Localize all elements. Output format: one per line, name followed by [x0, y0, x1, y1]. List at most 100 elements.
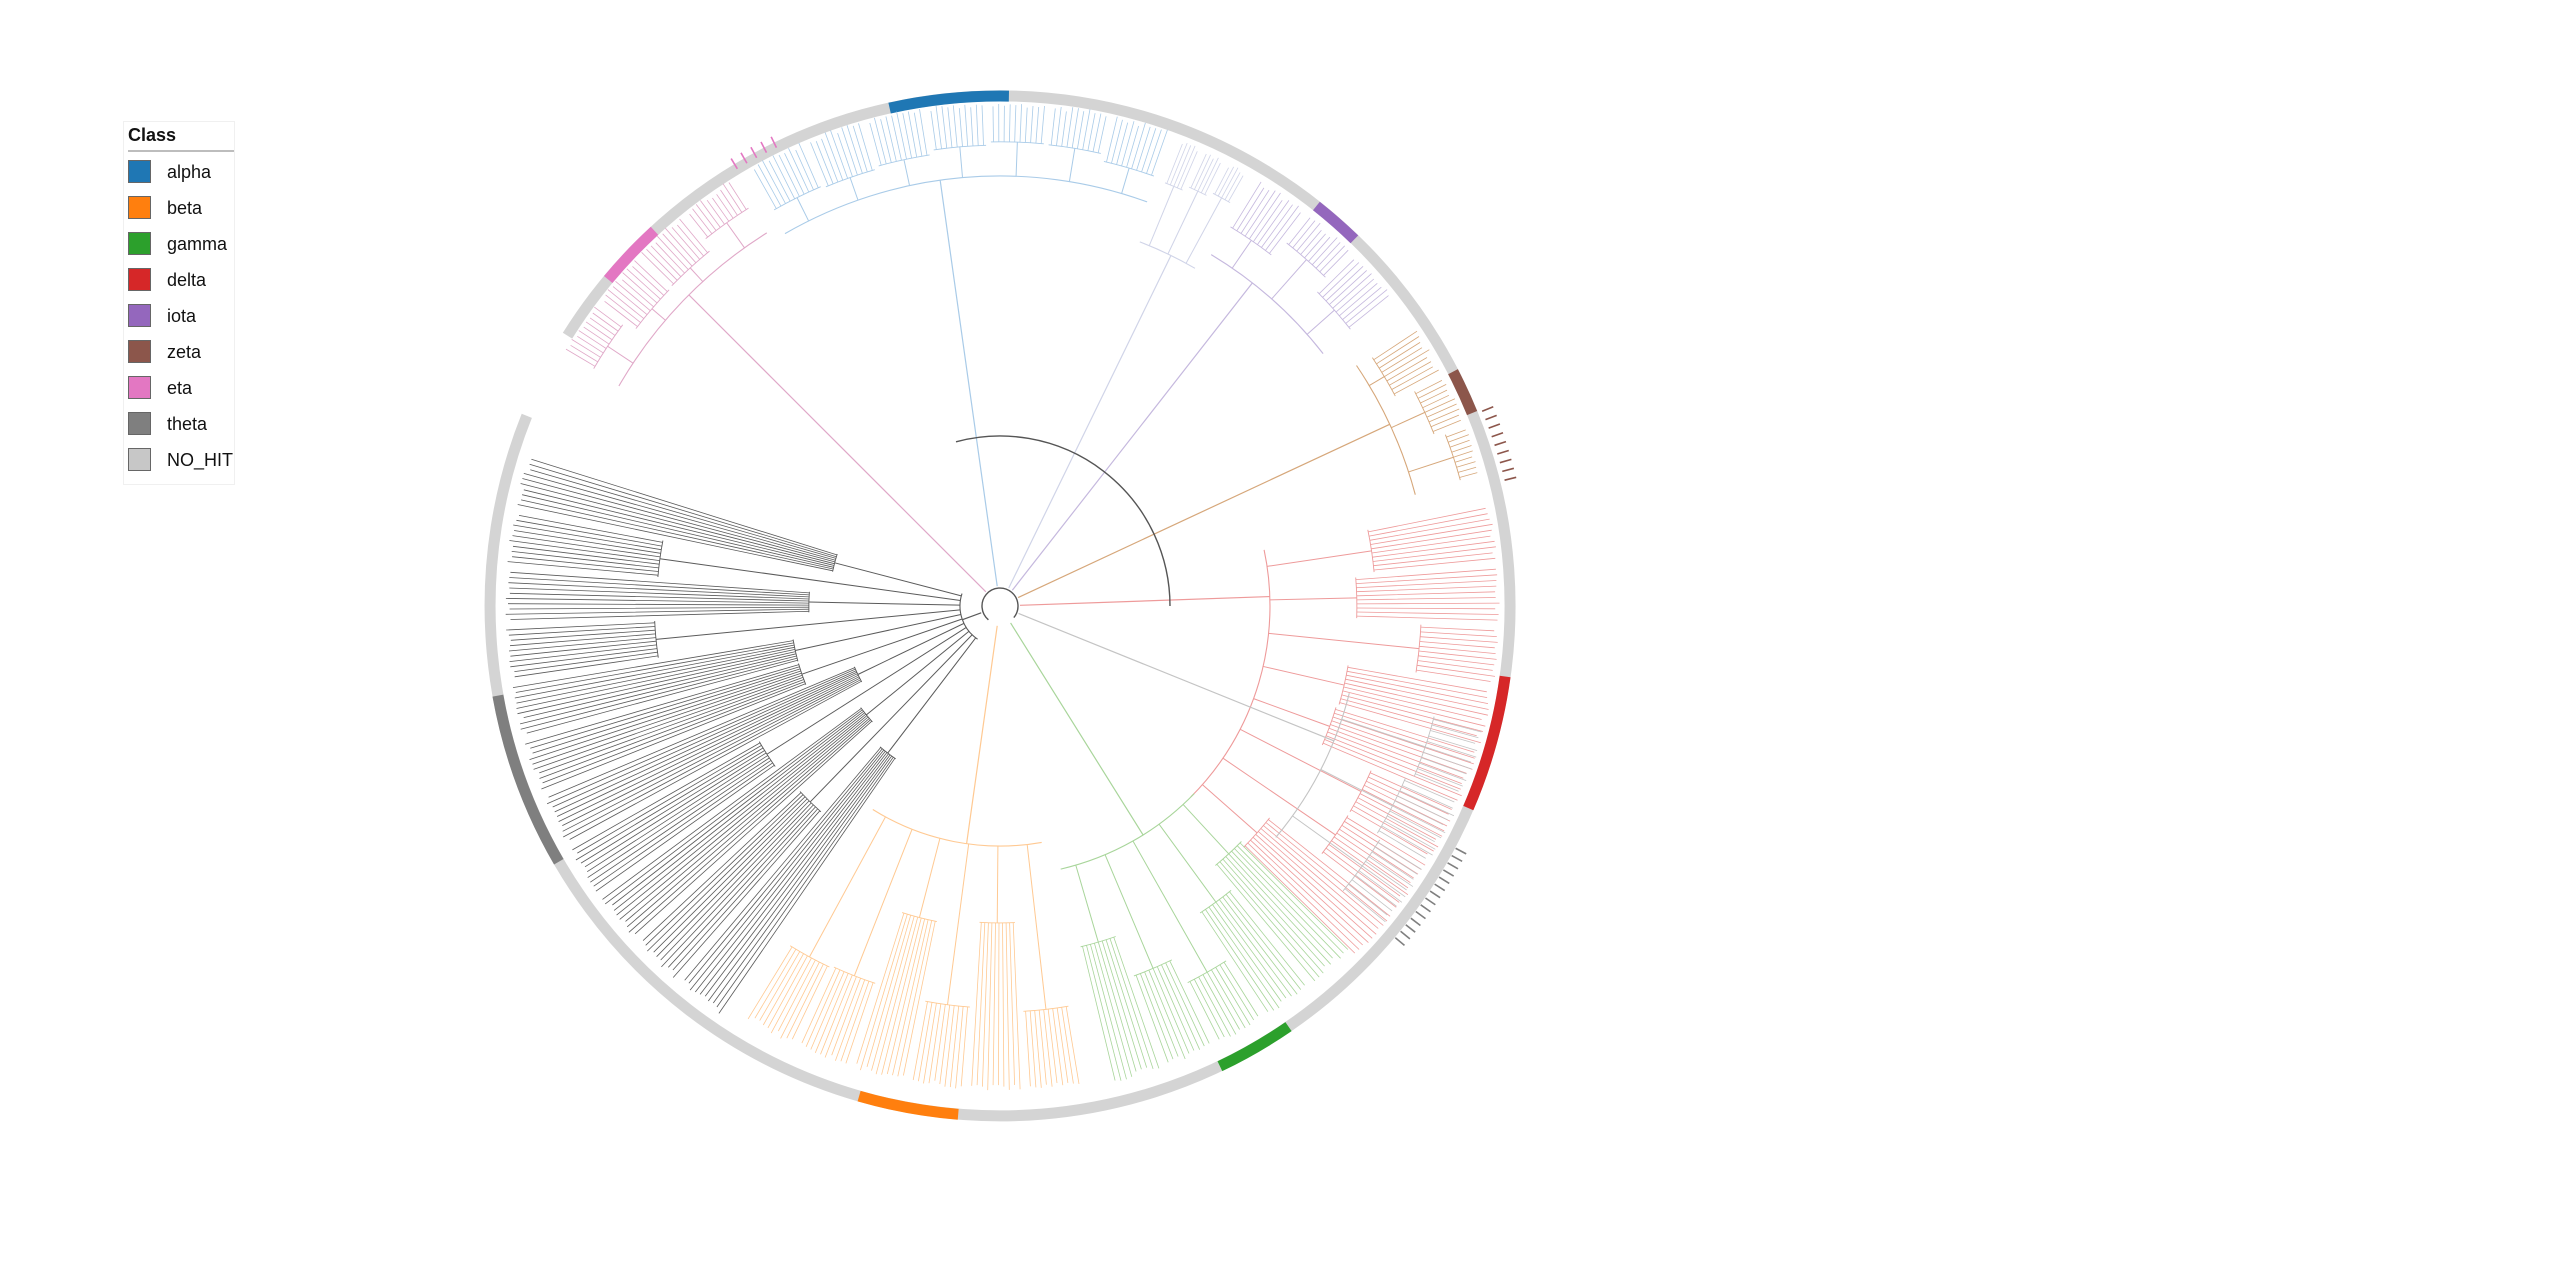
- internal-arc: [955, 435, 1171, 607]
- leaf-branch: [821, 138, 839, 183]
- leaf-branch: [532, 672, 802, 765]
- leaf-branch: [1206, 972, 1240, 1030]
- leaf-branch: [1166, 143, 1183, 184]
- subclade-arc: [808, 591, 810, 613]
- leaf-branch: [903, 921, 936, 1076]
- hit-tick-zeta: [1491, 432, 1504, 438]
- leaf-branch: [1077, 111, 1085, 149]
- leaf-branch: [923, 1003, 937, 1084]
- legend-swatch-beta: [128, 196, 151, 219]
- subclade-arc: [1414, 391, 1435, 435]
- leaf-branch: [509, 587, 810, 600]
- subclade-arc: [878, 154, 930, 167]
- leaf-branch: [1231, 850, 1333, 959]
- leaf-branch: [1005, 922, 1010, 1090]
- subclade-branch: [726, 222, 745, 249]
- subclade-arc: [1372, 357, 1396, 397]
- leaf-branch: [1372, 546, 1496, 562]
- leaf-branch: [716, 756, 894, 1008]
- leaf-branch: [1404, 780, 1455, 803]
- leaf-branch: [1394, 369, 1439, 395]
- leaf-branch: [1222, 896, 1298, 995]
- leaf-branch: [1092, 113, 1102, 152]
- subclade-arc: [1317, 291, 1351, 330]
- leaf-branch: [1043, 1009, 1053, 1087]
- leaf-branch: [1378, 830, 1426, 859]
- subclade-arc: [979, 921, 1015, 924]
- leaf-branch: [835, 979, 866, 1061]
- leaf-branch: [662, 233, 693, 267]
- leaf-branch: [1457, 466, 1477, 473]
- leaf-branch: [881, 917, 922, 1075]
- subclade-branch: [651, 308, 666, 321]
- leaf-branch: [1190, 153, 1207, 189]
- legend-item-gamma: gamma: [128, 231, 236, 257]
- leaf-branch: [1329, 270, 1367, 305]
- leaf-branch: [1035, 106, 1040, 144]
- leaf-branch: [590, 760, 772, 883]
- leaf-branch: [934, 1004, 946, 1081]
- subclade-branch: [607, 345, 634, 364]
- leaf-branch: [759, 951, 801, 1021]
- subclade-branch: [809, 634, 973, 803]
- leaf-branch: [1335, 709, 1475, 753]
- clade-gamma-7: [1010, 622, 1349, 1081]
- leaf-branch: [523, 489, 835, 566]
- subclade-arc: [1188, 186, 1207, 196]
- leaf-branch: [532, 668, 801, 754]
- leaf-branch: [692, 208, 713, 234]
- leaf-branch: [1339, 702, 1481, 744]
- leaf-branch: [517, 651, 796, 715]
- subclade-arc: [860, 707, 873, 723]
- leaf-branch: [1066, 107, 1074, 148]
- leaf-branch: [628, 719, 871, 933]
- subclade-branch: [808, 601, 961, 606]
- leaf-branch: [913, 112, 923, 157]
- leaf-branch: [1208, 906, 1280, 1009]
- leaf-branch: [512, 640, 794, 688]
- leaf-branch: [1198, 976, 1231, 1037]
- leaf-branch: [1255, 834, 1373, 939]
- leaf-branch: [516, 646, 795, 704]
- leaf-branch: [778, 154, 800, 197]
- leaf-branch: [508, 626, 656, 636]
- leaf-branch: [874, 117, 887, 164]
- leaf-branch: [1368, 776, 1449, 815]
- leaf-branch: [1401, 785, 1453, 809]
- leaf-branch: [593, 762, 773, 887]
- leaf-branch: [1323, 249, 1349, 276]
- hit-tick-theta: [1429, 890, 1441, 899]
- subclade-arc: [635, 289, 670, 329]
- leaf-branch: [955, 1006, 964, 1089]
- leaf-branch: [1419, 645, 1496, 654]
- leaf-branch: [1247, 842, 1360, 950]
- leaf-branch: [520, 483, 835, 565]
- leaf-branch: [584, 752, 767, 868]
- leaf-branch: [1335, 278, 1375, 313]
- leaf-branch: [845, 982, 874, 1064]
- leaf-branch: [1370, 772, 1452, 810]
- leaf-branch: [1421, 757, 1467, 775]
- legend-swatch-delta: [128, 268, 151, 291]
- leaf-branch: [1034, 1010, 1042, 1088]
- leaf-branch: [509, 592, 809, 602]
- leaf-branch: [1373, 557, 1496, 571]
- hit-tick-zeta: [1497, 449, 1509, 455]
- leaf-branch: [1419, 641, 1495, 649]
- leaf-branch: [1420, 636, 1498, 643]
- leaf-branch: [1424, 398, 1456, 413]
- subclade-arc: [1355, 577, 1358, 619]
- leaf-branch: [1433, 719, 1482, 733]
- leaf-branch: [563, 679, 861, 838]
- leaf-branch: [762, 953, 804, 1026]
- leaf-branch: [607, 289, 645, 319]
- leaf-branch: [753, 169, 777, 209]
- leaf-branch: [1420, 626, 1495, 632]
- leaf-branch: [1355, 874, 1397, 907]
- leaf-branch: [1369, 518, 1490, 541]
- subclade-branch: [1121, 167, 1130, 194]
- hit-tick-theta: [1455, 847, 1467, 855]
- subclade-branch: [809, 816, 886, 958]
- leaf-branch: [830, 130, 848, 179]
- leaf-branch: [949, 1006, 960, 1088]
